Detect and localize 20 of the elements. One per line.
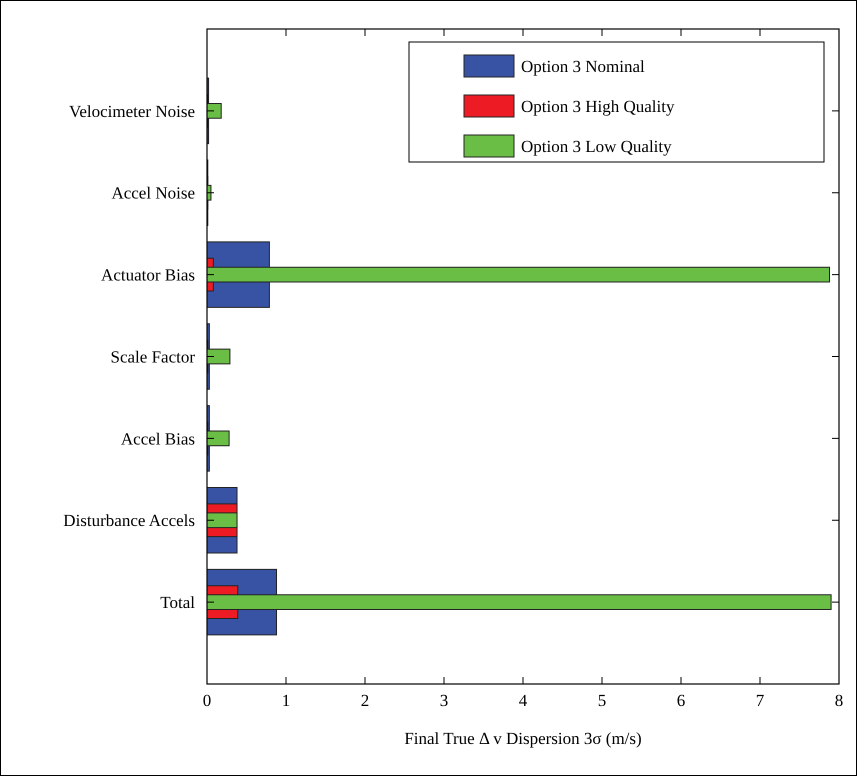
y-tick-label: Velocimeter Noise (68, 102, 195, 121)
x-tick-label: 2 (360, 691, 370, 710)
y-tick-label: Scale Factor (110, 347, 196, 366)
y-tick-label: Accel Bias (120, 429, 195, 448)
x-axis-title: Final True Δ v Dispersion 3σ (m/s) (404, 729, 642, 748)
x-tick-label: 0 (202, 691, 212, 710)
x-tick-label: 4 (518, 691, 528, 710)
y-tick-label: Accel Noise (111, 184, 195, 203)
x-tick-label: 3 (440, 691, 448, 710)
x-tick-label: 8 (834, 691, 844, 710)
legend-label: Option 3 High Quality (521, 96, 675, 116)
x-tick-label: 5 (598, 691, 606, 710)
x-tick-label: 1 (282, 691, 290, 710)
y-tick-label: Disturbance Accels (63, 511, 195, 530)
y-tick-label: Actuator Bias (101, 266, 195, 285)
y-tick-label: Total (160, 593, 196, 612)
legend-label: Option 3 Low Quality (521, 136, 672, 156)
legend-label: Option 3 Nominal (521, 56, 645, 76)
x-tick-label: 6 (676, 691, 686, 710)
x-tick-label: 7 (756, 691, 765, 710)
